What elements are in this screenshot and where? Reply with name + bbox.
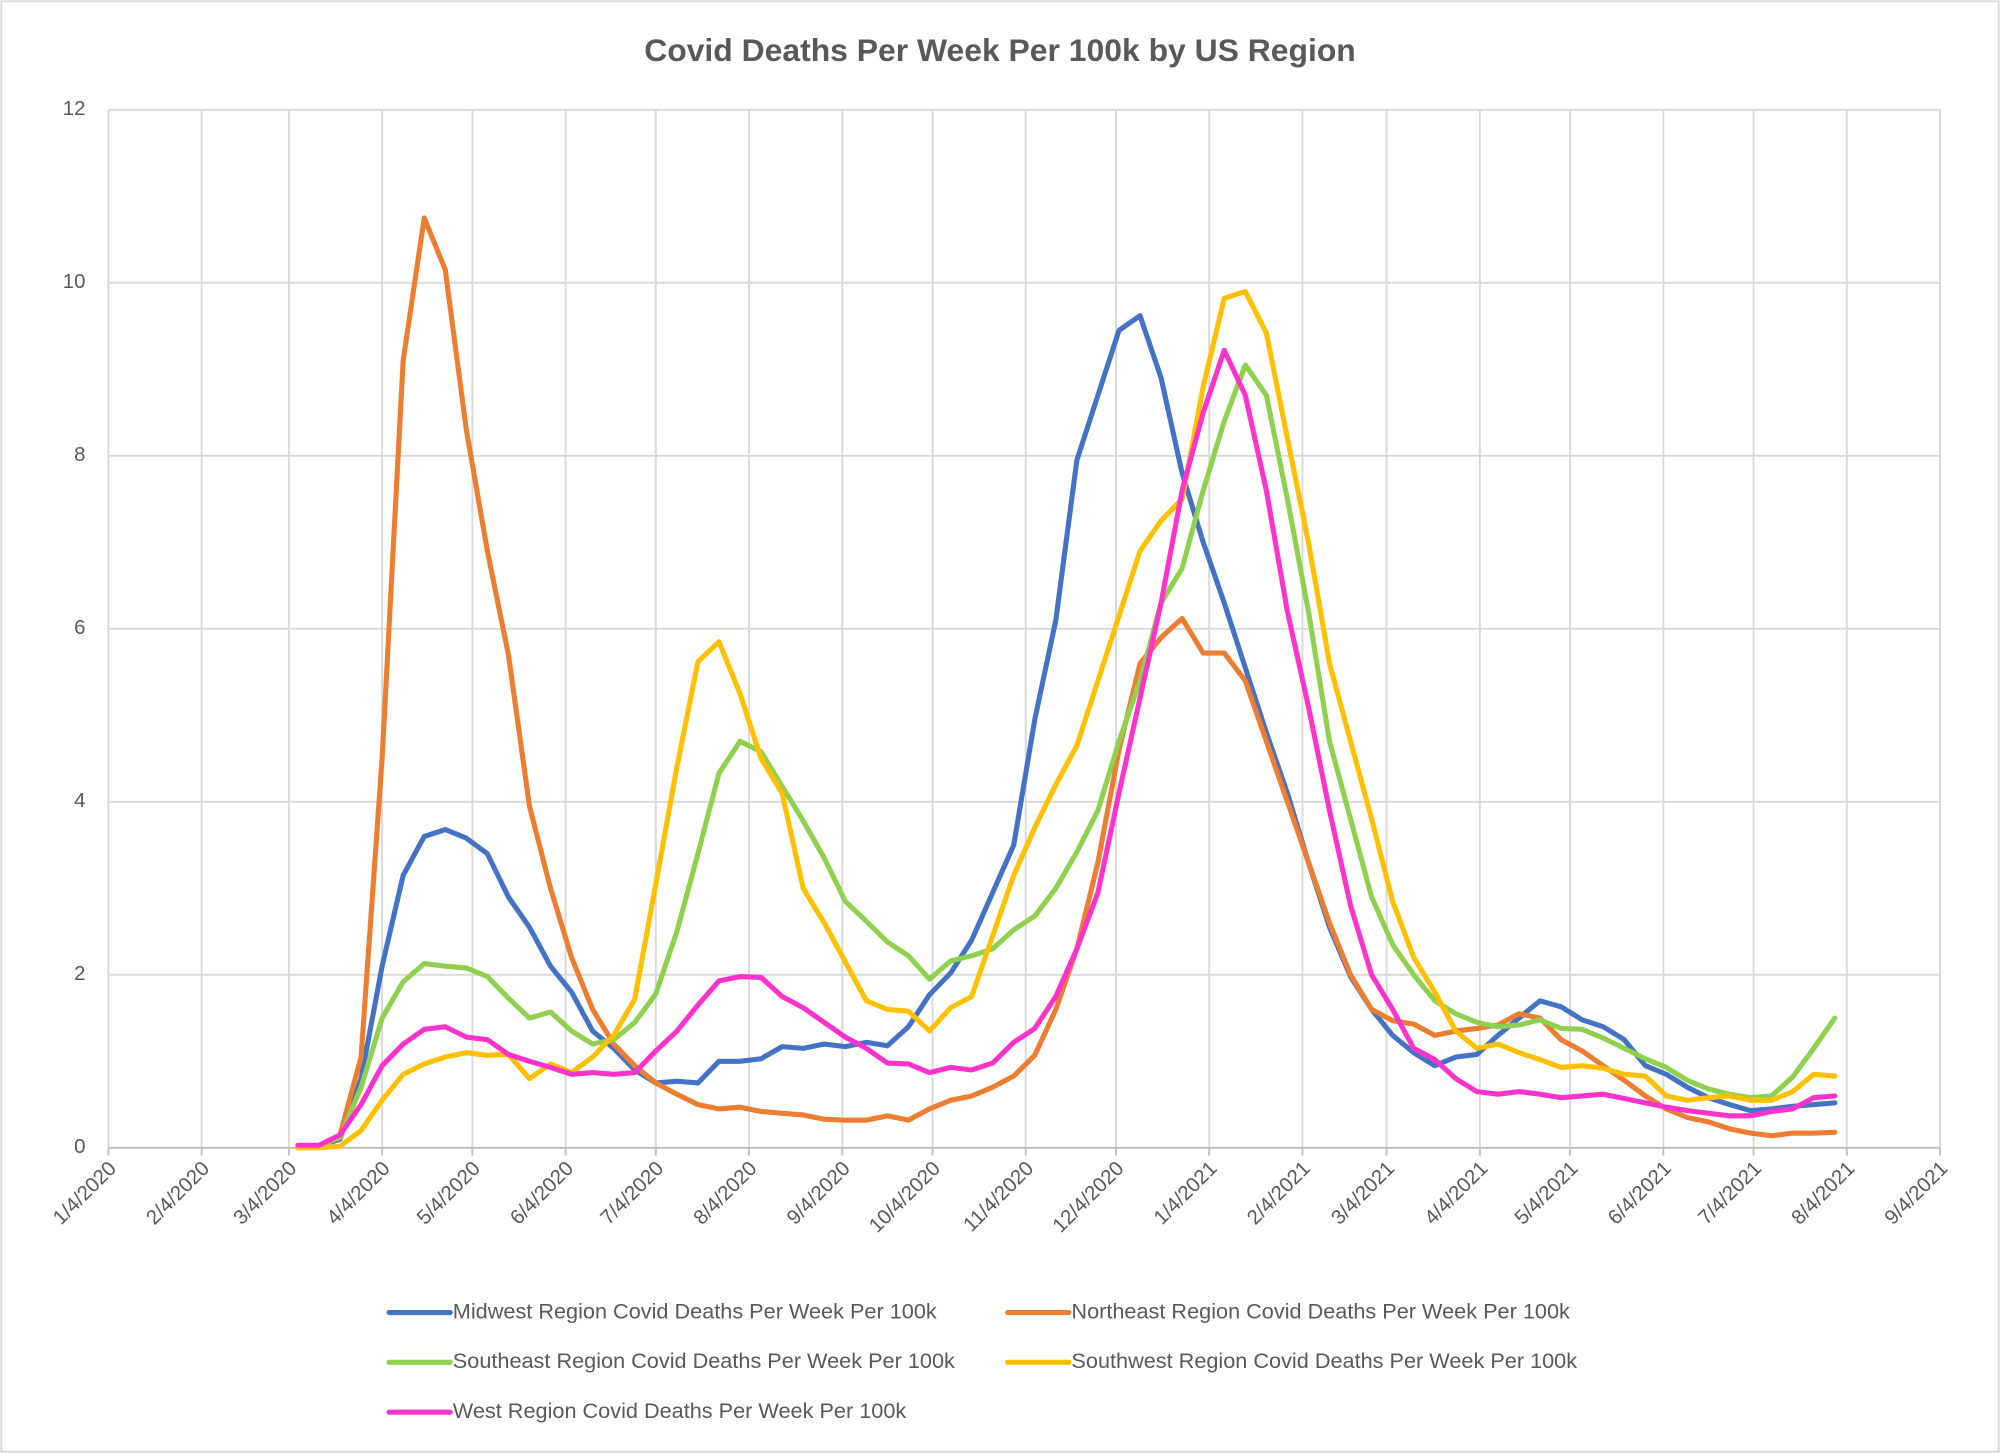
y-tick-label: 12 [63,98,86,120]
y-tick-label: 6 [74,617,85,639]
legend-label: Northeast Region Covid Deaths Per Week P… [1071,1298,1570,1323]
legend-label: Southwest Region Covid Deaths Per Week P… [1071,1348,1577,1373]
legend-label: West Region Covid Deaths Per Week Per 10… [453,1398,907,1423]
y-tick-label: 8 [74,444,85,466]
y-tick-label: 10 [63,271,86,293]
legend-label: Midwest Region Covid Deaths Per Week Per… [453,1298,937,1323]
legend-label: Southeast Region Covid Deaths Per Week P… [453,1348,955,1373]
series-line [295,215,1838,1151]
y-tick-label: 4 [74,790,85,812]
y-tick-label: 2 [74,963,85,985]
chart-title: Covid Deaths Per Week Per 100k by US Reg… [644,32,1356,68]
series-line [295,313,1838,1151]
series-line [295,347,1838,1148]
y-tick-label: 0 [74,1136,85,1158]
series-line [295,362,1838,1151]
series-line [295,288,1838,1151]
